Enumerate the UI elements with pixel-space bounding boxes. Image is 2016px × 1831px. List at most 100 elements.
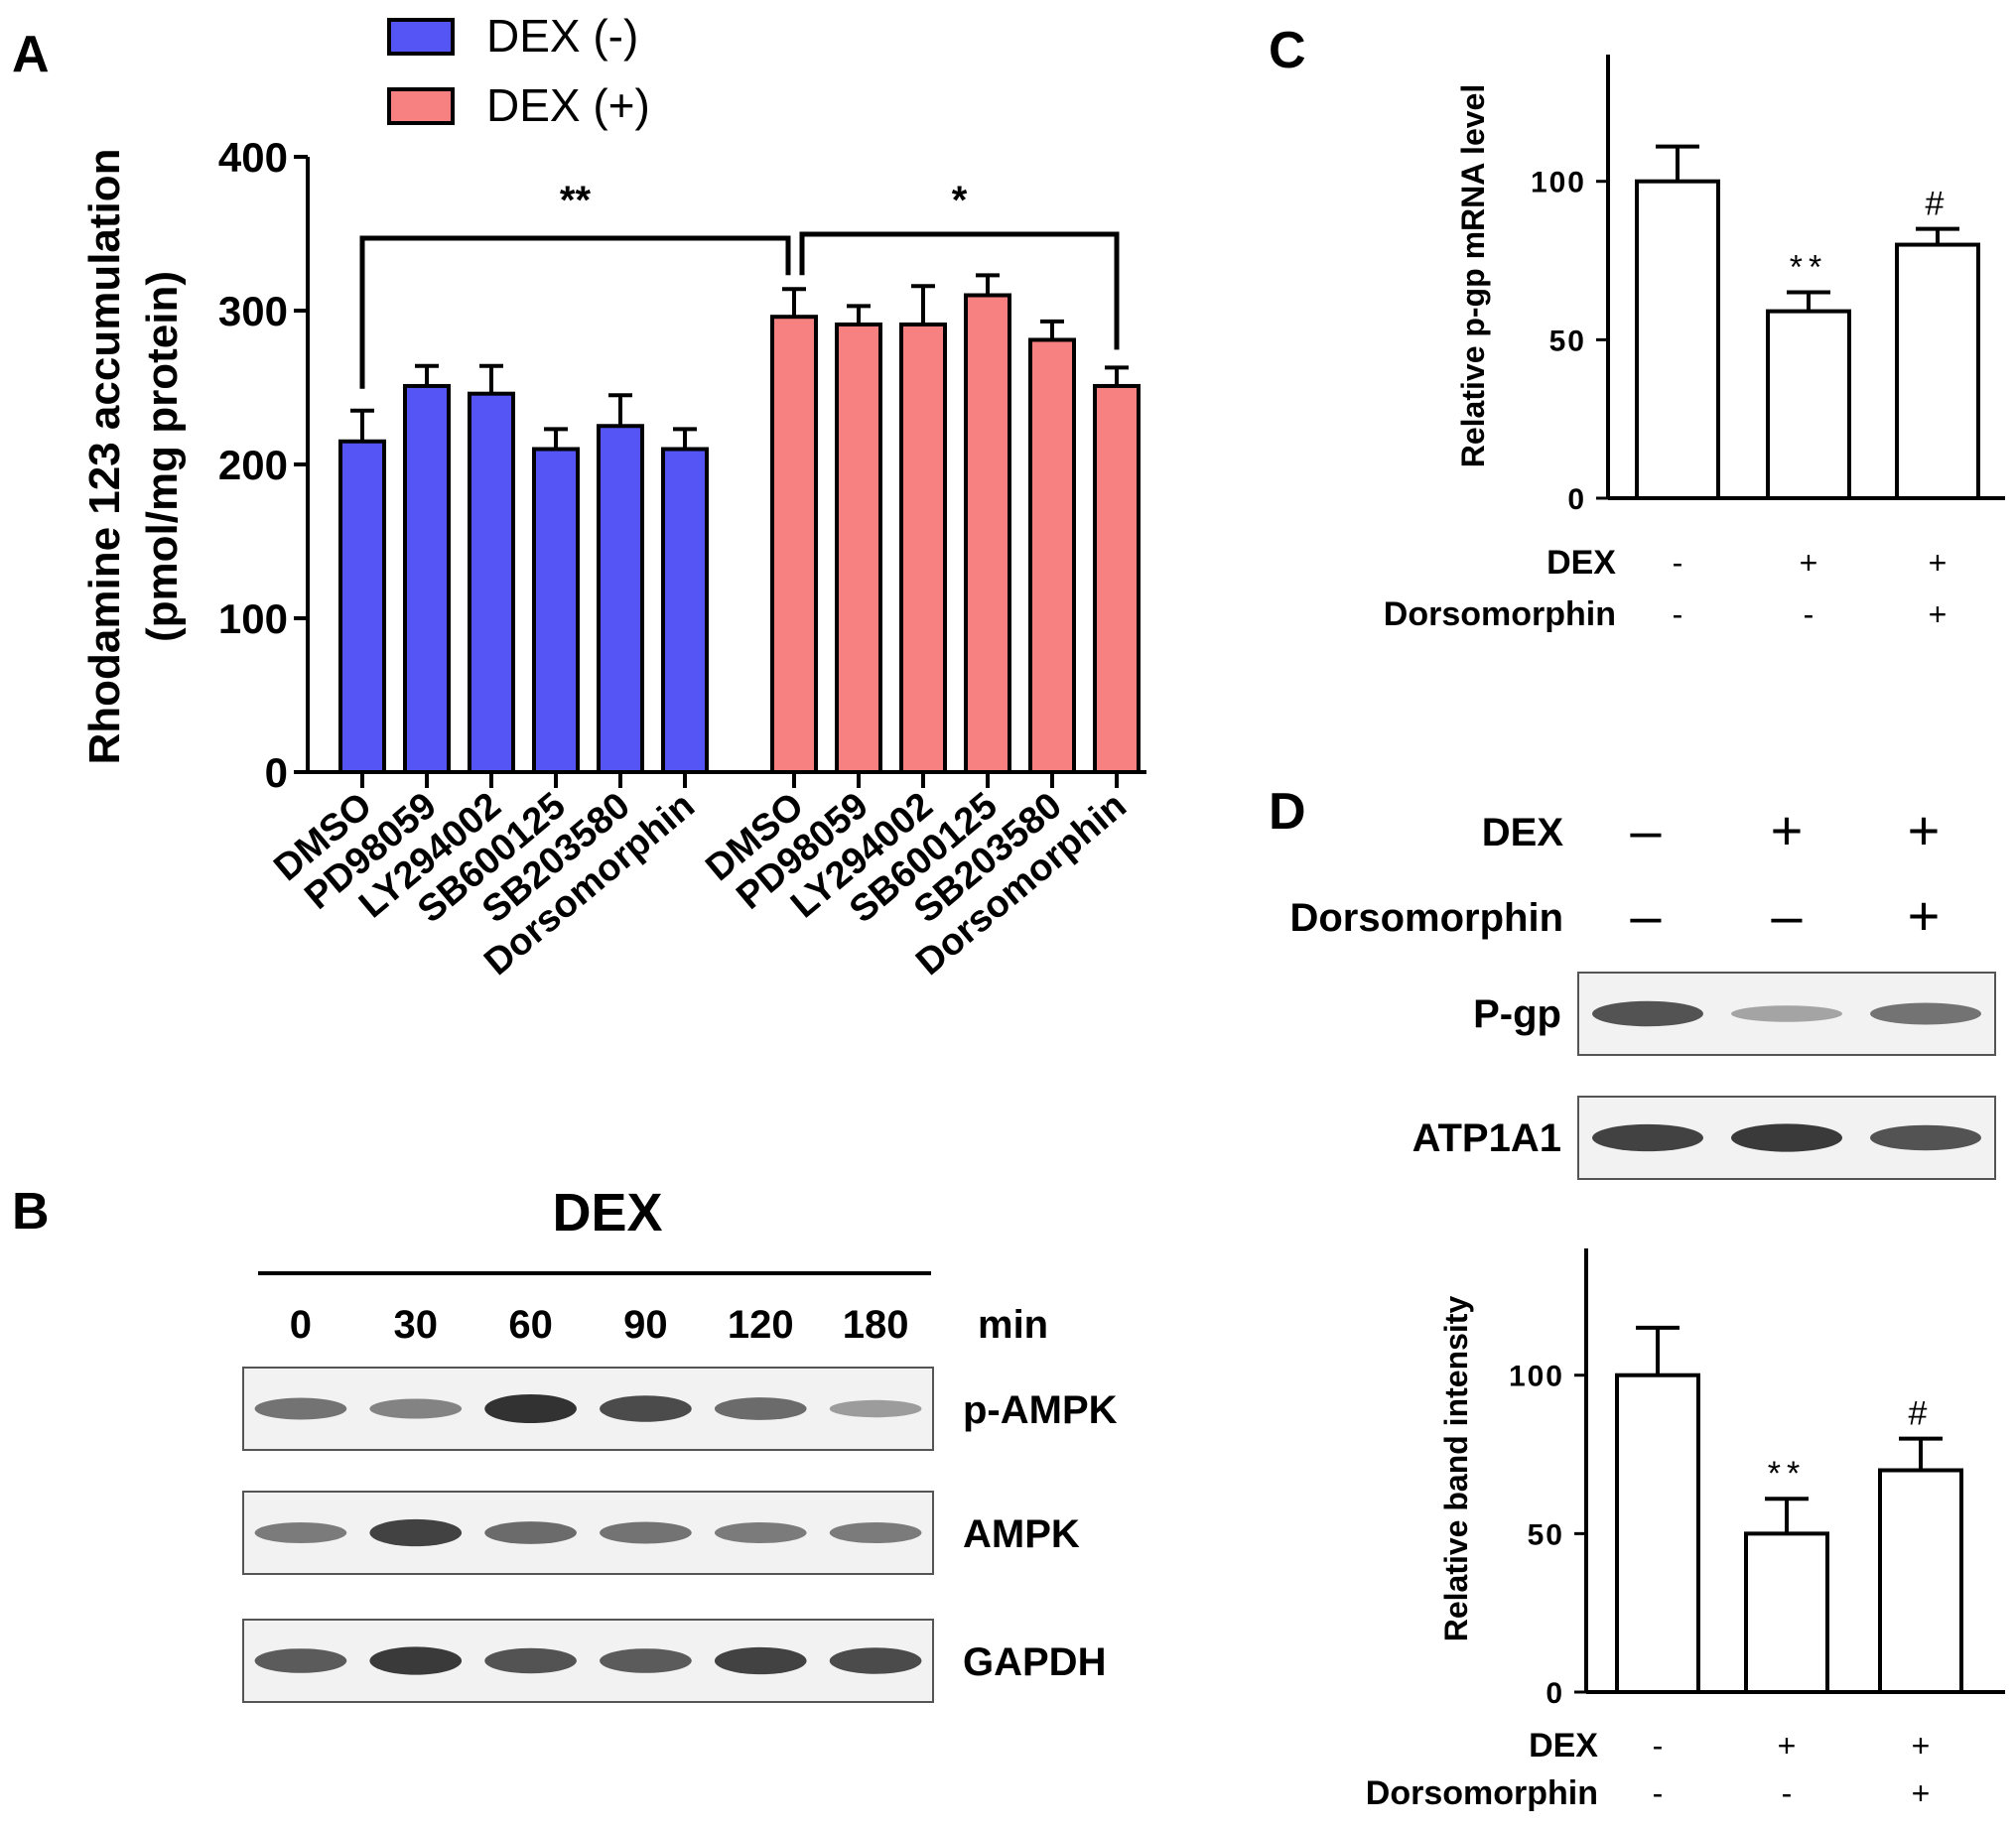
panel-b-time-label: 0	[290, 1303, 312, 1347]
panel-b-band	[484, 1647, 577, 1674]
panel-d-condition-label: Dorsomorphin	[1289, 896, 1563, 940]
panel-d-condition-label: Dorsomorphin	[1366, 1774, 1598, 1812]
panel-d-condition-header: DEX – + + Dorsomorphin – – +	[1289, 799, 1940, 947]
panel-d-band	[1731, 1005, 1842, 1022]
panel-c-condition-sign: +	[1929, 545, 1948, 581]
panel-c-y-label: Relative p-gp mRNA level	[1455, 84, 1491, 467]
panel-d-condition-sign: -	[1653, 1728, 1664, 1764]
panel-d-y-tick-label: 100	[1509, 1361, 1564, 1393]
panel-d-band	[1870, 1124, 1981, 1151]
panel-b-band	[829, 1522, 922, 1543]
panel-d-condition-sign: +	[1778, 1728, 1797, 1764]
panel-d-bar	[1878, 1468, 1963, 1694]
panel-d-y-tick-label: 50	[1528, 1518, 1564, 1551]
panel-b-time-label: 180	[843, 1303, 909, 1347]
panel-letter-d: D	[1269, 783, 1306, 841]
panel-b-band	[714, 1397, 807, 1420]
panel-a-y-tick-label: 400	[218, 134, 288, 181]
panel-c-condition-sign: -	[1673, 545, 1683, 581]
panel-d-condition-sign: +	[1912, 1775, 1931, 1811]
panel-b-row-label: p-AMPK	[963, 1388, 1118, 1432]
panel-b-band	[484, 1521, 577, 1544]
panel-d-blot-label: ATP1A1	[1412, 1116, 1561, 1160]
panel-d-band	[1592, 1000, 1703, 1027]
panel-d-condition-label: DEX	[1482, 811, 1564, 854]
panel-b-time-label: 60	[508, 1303, 553, 1347]
panel-c-condition-sign: +	[1800, 545, 1818, 581]
panel-c-bar	[1635, 179, 1720, 500]
panel-d-significance-label: **	[1768, 1455, 1806, 1493]
panel-d-band	[1731, 1123, 1842, 1152]
panel-a-legend-label: DEX (+)	[486, 79, 650, 131]
panel-b-band	[600, 1395, 692, 1422]
panel-b-band	[600, 1521, 692, 1544]
panel-d-bar	[1744, 1531, 1829, 1695]
panel-b-band	[369, 1398, 463, 1419]
panel-d-blot-label: P-gp	[1473, 992, 1561, 1036]
panel-c-condition-label: Dorsomorphin	[1384, 595, 1616, 633]
panel-c-condition-sign: -	[1673, 596, 1683, 632]
panel-b-band	[600, 1648, 692, 1673]
panel-d: DEX – + + Dorsomorphin – – + P-gp ATP1A1 Relativ…	[1289, 799, 2005, 1812]
panel-a-significance-label: **	[560, 179, 592, 222]
panel-a-significance-bracket	[799, 231, 1120, 350]
panel-d-condition-sign: +	[1908, 884, 1941, 947]
panel-d-plot: 0 50 100 ** # DEX - + + Dorsomorphin - - +	[1366, 1248, 2005, 1812]
panel-letter-b: B	[12, 1183, 50, 1241]
panel-a-bar	[468, 391, 515, 774]
panel-letter-a: A	[12, 26, 50, 83]
panel-a-bar	[661, 447, 709, 774]
panel-b-row-label: AMPK	[963, 1512, 1080, 1556]
panel-a-bar	[1093, 383, 1141, 774]
panel-d-bar	[1615, 1373, 1700, 1694]
panel-b-band	[714, 1522, 807, 1543]
panel-d-y-tick-label: 0	[1546, 1677, 1564, 1710]
panel-b-band	[254, 1397, 347, 1420]
panel-c-condition-sign: -	[1804, 596, 1814, 632]
panel-b-row-label: GAPDH	[963, 1640, 1106, 1684]
panel-b-band	[369, 1646, 463, 1675]
panel-a-bar	[338, 439, 386, 774]
panel-a-bar	[835, 322, 882, 774]
panel-letter-c: C	[1269, 22, 1306, 79]
panel-d-y-label: Relative band intensity	[1438, 1296, 1474, 1642]
panel-a-legend-label: DEX (-)	[486, 10, 638, 62]
panel-d-band	[1592, 1123, 1703, 1152]
panel-b-band	[254, 1522, 347, 1543]
panel-a-y-tick-label: 100	[218, 595, 288, 642]
panel-b-time-label: 120	[728, 1303, 794, 1347]
panel-a-bar	[899, 322, 947, 774]
panel-c-y-tick-label: 50	[1549, 325, 1586, 357]
panel-a-bar-chart: Rhodamine 123 accumulation (pmol/mg prot…	[80, 10, 1146, 983]
panel-d-band	[1870, 1002, 1981, 1025]
panel-a-y-label-line2: (pmol/mg protein)	[138, 271, 187, 642]
panel-a-plot: 0100200300400DMSOPD98059LY294002SB600125…	[218, 134, 1146, 983]
panel-a-bar	[1028, 337, 1076, 774]
panel-d-condition-label: DEX	[1529, 1727, 1598, 1765]
panel-d-condition-sign: +	[1908, 799, 1941, 861]
panel-d-condition-sign: –	[1771, 884, 1803, 947]
panel-c-plot: 0 50 100 ** # DEX - + + Dorsomorphin - - +	[1384, 55, 2005, 633]
panel-d-condition-sign: +	[1912, 1728, 1931, 1764]
panel-a-significance-bracket	[359, 235, 791, 389]
panel-c-significance-label: **	[1790, 248, 1827, 286]
panel-b-blot-frame	[242, 1491, 934, 1575]
panel-a-y-label-line1: Rhodamine 123 accumulation	[80, 148, 129, 764]
panel-b-time-label: 30	[394, 1303, 439, 1347]
panel-a-legend-swatch	[387, 87, 455, 125]
panel-a-y-tick-label: 200	[218, 442, 288, 488]
panel-c-y-tick-label: 100	[1531, 167, 1586, 199]
panel-b-band	[829, 1399, 922, 1418]
panel-b-blot-frame	[242, 1619, 934, 1703]
panel-b-western-blot: DEX min 0 30 60 90 120 180 p-AMPK AMPK GAPDH	[242, 1183, 1118, 1703]
panel-c-bar	[1766, 309, 1851, 500]
panel-b-band	[714, 1646, 807, 1675]
panel-a-y-tick-label: 0	[265, 749, 288, 796]
panel-d-condition-sign: –	[1630, 799, 1662, 861]
panel-a-legend: DEX (-) DEX (+)	[387, 10, 650, 131]
panel-d-condition-sign: -	[1782, 1775, 1793, 1811]
panel-a-bar	[770, 315, 818, 774]
panel-b-blots: 0 30 60 90 120 180 p-AMPK AMPK GAPDH	[242, 1303, 1118, 1703]
panel-b-unit-label: min	[978, 1303, 1048, 1347]
panel-c-condition-sign: +	[1929, 596, 1948, 632]
